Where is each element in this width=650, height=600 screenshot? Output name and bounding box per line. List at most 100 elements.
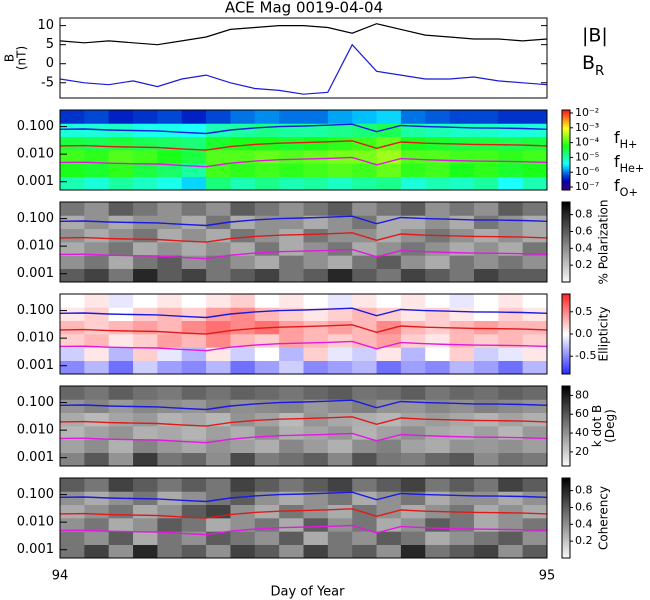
colorbar-tick-label: 10⁻⁴ xyxy=(575,136,600,149)
heatmap-cell xyxy=(230,294,256,308)
heatmap-cell xyxy=(522,439,547,453)
heatmap-cell xyxy=(60,320,85,335)
colorbar-swatch xyxy=(562,314,570,317)
heatmap-cell xyxy=(473,163,499,177)
heatmap-cell xyxy=(522,176,547,190)
heatmap-cell xyxy=(327,149,353,164)
heatmap-cell xyxy=(254,386,280,400)
heatmap-cell xyxy=(352,517,377,532)
colorbar-swatch xyxy=(562,312,570,315)
colorbar-swatch xyxy=(562,235,570,238)
heatmap-cell xyxy=(376,386,402,400)
heatmap-cell xyxy=(425,307,450,322)
heatmap-cell xyxy=(425,202,450,216)
colorbar-swatch xyxy=(562,213,570,216)
heatmap-cell xyxy=(230,439,256,453)
heatmap-cell xyxy=(108,268,134,282)
heatmap-cell xyxy=(60,504,85,519)
heatmap-cell xyxy=(133,320,158,335)
heatmap-cell xyxy=(327,228,353,243)
colorbar-swatch xyxy=(562,345,570,348)
colorbar-swatch xyxy=(562,237,570,240)
heatmap-cell xyxy=(84,439,110,453)
colorbar-swatch xyxy=(562,265,570,268)
x-tick-label: 95 xyxy=(539,569,556,584)
heatmap-cell xyxy=(376,360,402,374)
colorbar-swatch xyxy=(562,245,570,248)
heatmap-cell xyxy=(522,399,547,414)
frequency-line xyxy=(60,491,547,503)
heatmap-cell xyxy=(84,478,110,492)
heatmap-cell xyxy=(133,439,158,453)
heatmap-cell xyxy=(157,517,183,532)
heatmap-cell xyxy=(400,149,426,164)
colorbar-swatch xyxy=(562,553,570,556)
heatmap-cell xyxy=(498,202,524,216)
heatmap-cell xyxy=(206,294,231,308)
heatmap-cell xyxy=(498,517,524,532)
heatmap-cell xyxy=(352,320,377,335)
heatmap-cell xyxy=(254,110,280,124)
heatmap-cell xyxy=(206,176,231,190)
heatmap-cell xyxy=(352,136,377,151)
heatmap-cell xyxy=(498,163,524,177)
heatmap-cell xyxy=(230,149,256,164)
heatmap-cell xyxy=(425,478,450,492)
plot-area xyxy=(60,478,547,558)
colorbar-swatch xyxy=(562,268,570,271)
heatmap-cell xyxy=(303,412,329,427)
heatmap-cell xyxy=(108,425,134,440)
frequency-line xyxy=(60,399,547,411)
colorbar-swatch xyxy=(562,186,570,189)
heatmap-cell xyxy=(60,517,85,532)
heatmap-cell xyxy=(60,386,85,400)
heatmap-cell xyxy=(279,307,304,322)
heatmap-cell xyxy=(327,255,353,269)
heatmap-cell xyxy=(157,307,183,322)
heatmap-cell xyxy=(133,517,158,532)
heatmap-cell xyxy=(254,399,280,414)
heatmap-cell xyxy=(303,123,329,138)
heatmap-cell xyxy=(449,478,475,492)
heatmap-cell xyxy=(473,215,499,230)
heatmap-cell xyxy=(84,136,110,151)
y-tick-label: 0.010 xyxy=(17,423,54,438)
heatmap-cell xyxy=(400,504,426,519)
heatmap-cell xyxy=(254,347,280,361)
colorbar-swatch xyxy=(562,411,570,414)
heatmap-cell xyxy=(133,228,158,243)
heatmap-cell xyxy=(473,425,499,440)
colorbar-swatch xyxy=(562,123,570,126)
heatmap-cell xyxy=(108,386,134,400)
colorbar-swatch xyxy=(562,280,570,283)
heatmap-cell xyxy=(400,517,426,532)
y-tick-label: 0.001 xyxy=(17,266,54,281)
heatmap-cell xyxy=(498,215,524,230)
heatmap-cell xyxy=(133,136,158,151)
heatmap-cell xyxy=(327,163,353,177)
heatmap-cell xyxy=(279,202,304,216)
heatmap-cell xyxy=(473,123,499,138)
heatmap-cell xyxy=(352,241,377,256)
colorbar-swatch xyxy=(562,459,570,462)
heatmap-cell xyxy=(230,452,256,466)
heatmap-cell xyxy=(522,307,547,322)
colorbar-swatch xyxy=(562,556,570,559)
heatmap-cell xyxy=(522,412,547,427)
heatmap-cell xyxy=(327,491,353,506)
heatmap-cell xyxy=(206,163,231,177)
heatmap-cell xyxy=(327,452,353,466)
colorbar-swatch xyxy=(562,391,570,394)
heatmap-cell xyxy=(303,386,329,400)
legend-label: |B| xyxy=(582,25,608,47)
heatmap-cell xyxy=(473,531,499,545)
heatmap-cell xyxy=(352,412,377,427)
colorbar-swatch xyxy=(562,360,570,363)
colorbar-swatch xyxy=(562,543,570,546)
colorbar-swatch xyxy=(562,252,570,255)
heatmap-cell xyxy=(303,333,329,348)
colorbar-swatch xyxy=(562,202,570,205)
heatmap-cell xyxy=(108,228,134,243)
colorbar-swatch xyxy=(562,337,570,340)
